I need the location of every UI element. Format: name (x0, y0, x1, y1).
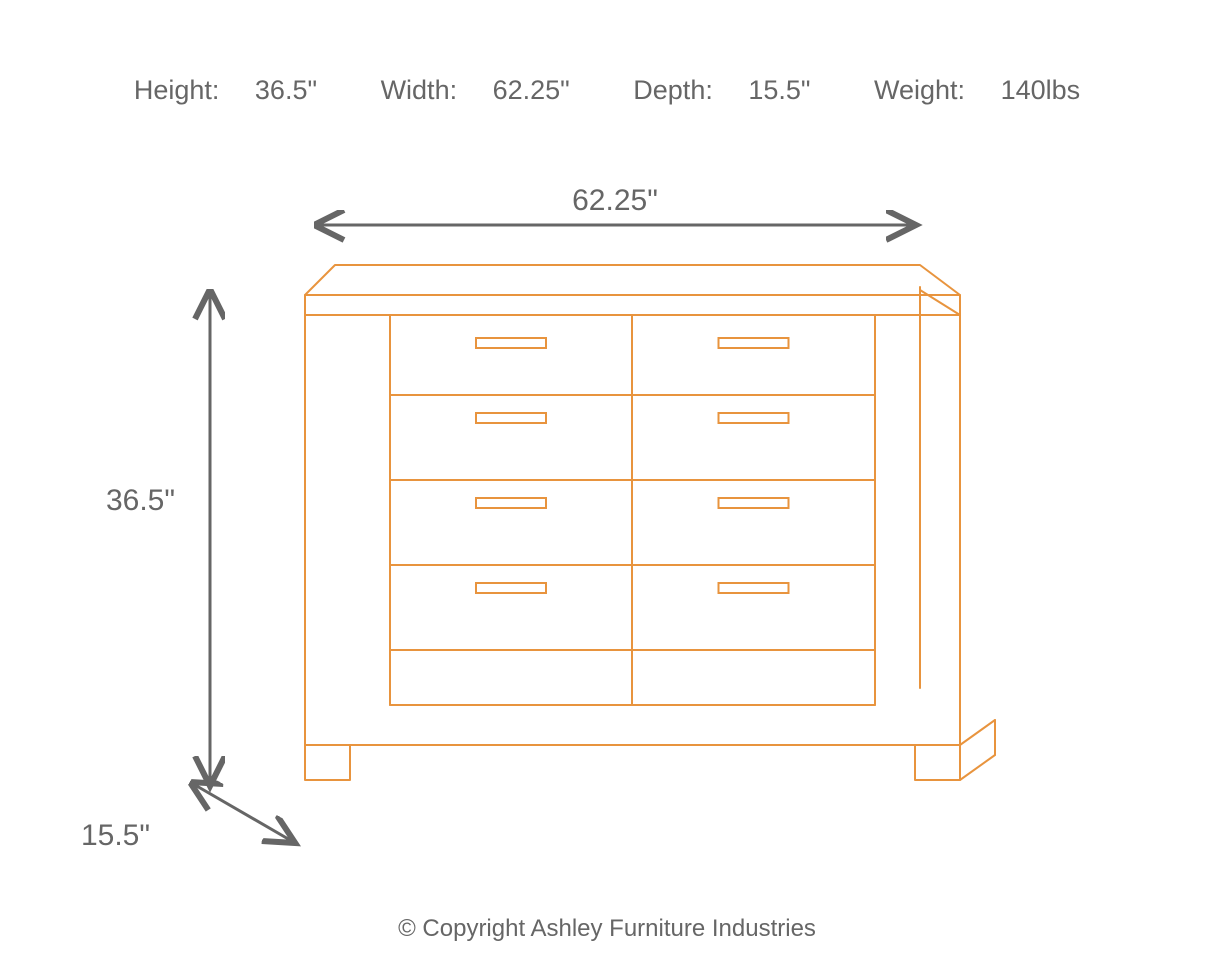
dresser-outline (305, 0, 995, 780)
svg-text:15.5": 15.5" (81, 819, 150, 852)
dimension-arrows: 62.25" 36.5" 15.5" (81, 184, 910, 852)
svg-text:36.5": 36.5" (106, 484, 175, 517)
copyright-text: © Copyright Ashley Furniture Industries (0, 915, 1214, 943)
dresser-diagram: 62.25" 36.5" 15.5" (0, 0, 1214, 971)
svg-text:62.25": 62.25" (572, 184, 658, 217)
